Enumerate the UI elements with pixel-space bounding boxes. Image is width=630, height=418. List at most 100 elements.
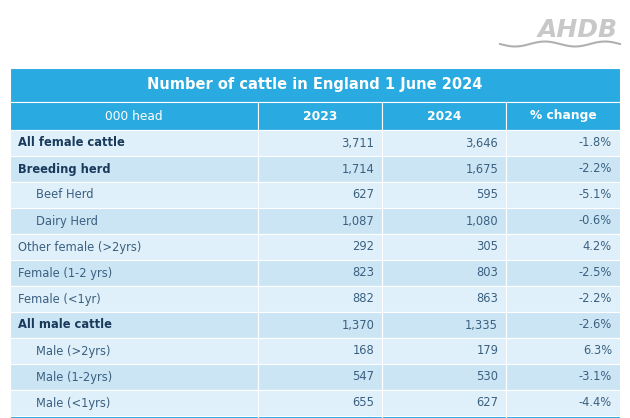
Bar <box>10 338 258 364</box>
Bar <box>10 416 258 418</box>
Bar <box>10 102 258 130</box>
Bar <box>507 260 620 286</box>
Bar <box>507 286 620 312</box>
Bar <box>507 234 620 260</box>
Text: 4.2%: 4.2% <box>583 240 612 253</box>
Bar <box>258 234 382 260</box>
Bar <box>10 156 258 182</box>
Text: 627: 627 <box>352 189 374 201</box>
Bar <box>10 208 258 234</box>
Text: 823: 823 <box>352 267 374 280</box>
Text: Breeding herd: Breeding herd <box>18 163 111 176</box>
Text: 882: 882 <box>352 293 374 306</box>
Bar <box>10 182 258 208</box>
Text: All female cattle: All female cattle <box>18 137 125 150</box>
Bar <box>10 260 258 286</box>
Bar <box>507 390 620 416</box>
Bar <box>10 68 620 102</box>
Bar <box>507 208 620 234</box>
Bar <box>507 416 620 418</box>
Bar <box>10 286 258 312</box>
Text: 305: 305 <box>476 240 498 253</box>
Bar <box>507 338 620 364</box>
Bar <box>258 102 382 130</box>
Text: 530: 530 <box>476 370 498 383</box>
Bar <box>382 130 507 156</box>
Text: 1,335: 1,335 <box>466 319 498 331</box>
Bar <box>10 364 258 390</box>
Text: 3,646: 3,646 <box>466 137 498 150</box>
Text: 3,711: 3,711 <box>341 137 374 150</box>
Text: 1,714: 1,714 <box>341 163 374 176</box>
Text: -3.1%: -3.1% <box>579 370 612 383</box>
Bar <box>258 208 382 234</box>
Text: 292: 292 <box>352 240 374 253</box>
Text: 863: 863 <box>476 293 498 306</box>
Text: 179: 179 <box>476 344 498 357</box>
Bar <box>258 130 382 156</box>
Bar <box>258 182 382 208</box>
Bar <box>507 102 620 130</box>
Text: Male (>2yrs): Male (>2yrs) <box>36 344 110 357</box>
Text: 803: 803 <box>476 267 498 280</box>
Bar <box>258 286 382 312</box>
Text: -1.8%: -1.8% <box>579 137 612 150</box>
Bar <box>258 312 382 338</box>
Text: Number of cattle in England 1 June 2024: Number of cattle in England 1 June 2024 <box>147 77 483 92</box>
Text: 000 head: 000 head <box>105 110 163 122</box>
Bar <box>382 390 507 416</box>
Bar <box>258 364 382 390</box>
Bar <box>507 364 620 390</box>
Text: Male (1-2yrs): Male (1-2yrs) <box>36 370 112 383</box>
Text: 1,087: 1,087 <box>341 214 374 227</box>
Text: -2.6%: -2.6% <box>579 319 612 331</box>
Text: Female (1-2 yrs): Female (1-2 yrs) <box>18 267 112 280</box>
Bar <box>258 338 382 364</box>
Text: 1,370: 1,370 <box>341 319 374 331</box>
Bar <box>382 234 507 260</box>
Bar <box>507 182 620 208</box>
Text: 168: 168 <box>352 344 374 357</box>
Text: % change: % change <box>530 110 597 122</box>
Bar <box>258 156 382 182</box>
Text: 2024: 2024 <box>427 110 461 122</box>
Text: 1,675: 1,675 <box>466 163 498 176</box>
Text: -2.2%: -2.2% <box>578 163 612 176</box>
Bar <box>382 102 507 130</box>
Text: 547: 547 <box>352 370 374 383</box>
Bar <box>382 364 507 390</box>
Bar <box>382 312 507 338</box>
Bar <box>382 338 507 364</box>
Text: -4.4%: -4.4% <box>579 397 612 410</box>
Bar <box>258 390 382 416</box>
Text: 1,080: 1,080 <box>466 214 498 227</box>
Text: Other female (>2yrs): Other female (>2yrs) <box>18 240 141 253</box>
Bar <box>382 182 507 208</box>
Bar <box>382 286 507 312</box>
Text: -2.2%: -2.2% <box>578 293 612 306</box>
Text: 627: 627 <box>476 397 498 410</box>
Text: All male cattle: All male cattle <box>18 319 112 331</box>
Text: Dairy Herd: Dairy Herd <box>36 214 98 227</box>
Bar <box>382 208 507 234</box>
Text: 595: 595 <box>476 189 498 201</box>
Text: -5.1%: -5.1% <box>579 189 612 201</box>
Text: Female (<1yr): Female (<1yr) <box>18 293 101 306</box>
Bar <box>507 156 620 182</box>
Bar <box>258 416 382 418</box>
Text: -0.6%: -0.6% <box>579 214 612 227</box>
Text: AHDB: AHDB <box>538 18 618 42</box>
Text: 6.3%: 6.3% <box>583 344 612 357</box>
Bar <box>382 156 507 182</box>
Bar <box>10 130 258 156</box>
Bar <box>10 312 258 338</box>
Bar <box>10 390 258 416</box>
Bar <box>507 130 620 156</box>
Text: Beef Herd: Beef Herd <box>36 189 93 201</box>
Bar <box>10 234 258 260</box>
Bar <box>258 260 382 286</box>
Text: 2023: 2023 <box>303 110 337 122</box>
Bar <box>382 260 507 286</box>
Bar <box>507 312 620 338</box>
Text: 655: 655 <box>352 397 374 410</box>
